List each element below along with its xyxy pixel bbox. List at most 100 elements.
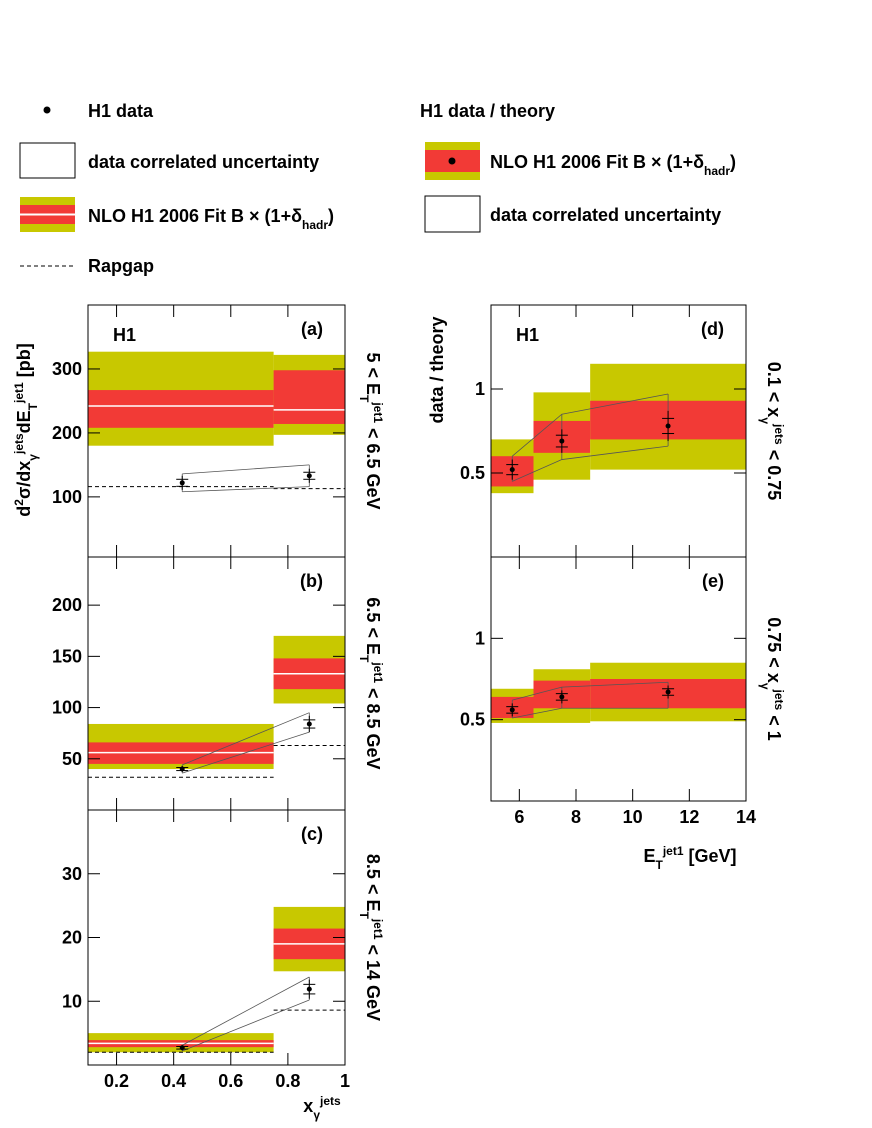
x-tick-label: 12 xyxy=(679,807,699,827)
data-point xyxy=(559,694,565,700)
text-part: jets xyxy=(12,433,26,455)
text-part: < 14 GeV xyxy=(363,940,383,1022)
panel: 0.5 1 6 8 10 12 14 (e) 0.75 < xγjets < 1 ETjet1 [… xyxy=(460,556,786,872)
text-part: [pb] xyxy=(14,343,34,382)
range-label: 0.1 < xγjets < 0.75 xyxy=(758,362,786,500)
text-part: jets xyxy=(772,689,786,711)
y-tick-label: 200 xyxy=(52,423,82,443)
text-part: 8.5 < E xyxy=(363,854,383,912)
data-point xyxy=(665,689,671,695)
corr-line xyxy=(182,464,310,475)
panel-label: (c) xyxy=(301,824,323,844)
text-part: jet1 xyxy=(12,382,26,404)
legend-box xyxy=(19,142,76,179)
data-point xyxy=(179,480,185,486)
y-axis-title: d2σ/dxγjetsdETjet1 [pb] xyxy=(12,343,40,516)
data-point xyxy=(509,467,515,473)
legend-dot xyxy=(43,106,51,114)
range-label: 5 < ETjet1 < 6.5 GeV xyxy=(357,352,385,509)
text-part: T xyxy=(357,655,371,663)
x-tick-label: 0.2 xyxy=(104,1071,129,1091)
corr-line xyxy=(182,976,310,1046)
panel: 10 20 30 0.2 0.4 0.6 0.8 1 (c) 8.5 < ETjet1 < 14 … xyxy=(62,809,385,1122)
text-part: σ/dx xyxy=(14,461,34,499)
text-part: 5 < E xyxy=(363,352,383,395)
y-tick-label: 300 xyxy=(52,359,82,379)
y-tick-label: 1 xyxy=(475,379,485,399)
text-part: < 6.5 GeV xyxy=(363,423,383,510)
legend-label: NLO H1 2006 Fit B × (1+δhadr) xyxy=(490,152,736,178)
text-part: δ xyxy=(291,206,302,226)
text-part: T xyxy=(655,858,663,872)
legend-label: H1 data xyxy=(88,101,154,121)
y-tick-label: 100 xyxy=(52,487,82,507)
corr-line xyxy=(182,999,310,1052)
text-part: < 0.75 xyxy=(764,445,784,501)
inner-band xyxy=(273,370,345,424)
x-tick-label: 1 xyxy=(340,1071,350,1091)
text-part: data / theory xyxy=(427,316,447,423)
text-part: γ xyxy=(758,683,772,690)
panel-label: (a) xyxy=(301,319,323,339)
text-part: dE xyxy=(14,410,34,433)
text-part: hadr xyxy=(302,218,328,232)
text-part: 0.75 < x xyxy=(764,617,784,683)
corr-line xyxy=(182,486,310,493)
text-part: jets xyxy=(772,423,786,445)
legend-title: H1 data / theory xyxy=(420,101,555,121)
text-part: T xyxy=(26,402,40,410)
experiment-label: H1 xyxy=(516,325,539,345)
text-part: E xyxy=(643,846,655,866)
data-point xyxy=(179,1045,185,1051)
corr-line xyxy=(182,712,310,766)
text-part: × (1+ xyxy=(646,152,693,172)
range-label: 6.5 < ETjet1 < 8.5 GeV xyxy=(357,597,385,769)
legend-label: data correlated uncertainty xyxy=(88,152,319,172)
text-part: T xyxy=(357,395,371,403)
legend-label: Rapgap xyxy=(88,256,154,276)
data-point xyxy=(306,473,312,479)
x-axis-title: ETjet1 [GeV] xyxy=(643,844,736,872)
data-point xyxy=(509,707,515,713)
text-part: 2 xyxy=(12,499,26,506)
panel-label: (b) xyxy=(300,571,323,591)
text-part: NLO H1 2006 Fit B xyxy=(88,206,244,226)
data-point xyxy=(306,721,312,727)
text-part: jet1 xyxy=(371,661,385,683)
y-tick-label: 150 xyxy=(52,646,82,666)
text-part: < 1 xyxy=(764,710,784,741)
text-part: jet1 xyxy=(371,401,385,423)
text-part: 6.5 < E xyxy=(363,597,383,655)
corr-line xyxy=(512,681,669,701)
text-part: [GeV] xyxy=(684,846,737,866)
text-part: jet1 xyxy=(662,844,684,858)
x-tick-label: 14 xyxy=(736,807,756,827)
text-part: < 8.5 GeV xyxy=(363,683,383,770)
data-point xyxy=(306,986,312,992)
x-axis-title: xγjets xyxy=(303,1094,341,1122)
y-tick-label: 100 xyxy=(52,698,82,718)
y-tick-label: 10 xyxy=(62,991,82,1011)
text-part: hadr xyxy=(704,164,730,178)
range-label: 0.75 < xγjets < 1 xyxy=(758,617,786,740)
experiment-label: H1 xyxy=(113,325,136,345)
panel-label: (e) xyxy=(702,571,724,591)
legend-label: data correlated uncertainty xyxy=(490,205,721,225)
y-axis-title: data / theory xyxy=(427,316,447,423)
text-part: δ xyxy=(693,152,704,172)
text-part: x xyxy=(303,1096,313,1116)
panel-label: (d) xyxy=(701,319,724,339)
text-part: γ xyxy=(26,454,40,461)
text-part: NLO H1 2006 Fit B xyxy=(490,152,646,172)
text-part: ) xyxy=(730,152,736,172)
legend-label: NLO H1 2006 Fit B × (1+δhadr) xyxy=(88,206,334,232)
y-tick-label: 200 xyxy=(52,595,82,615)
inner-band xyxy=(88,390,274,428)
y-tick-label: 1 xyxy=(475,628,485,648)
text-part: T xyxy=(357,911,371,919)
y-tick-label: 0.5 xyxy=(460,463,485,483)
panel: 50 100 150 200 (b) 6.5 < ETjet1 < 8.5 GeV xyxy=(52,556,385,811)
legend-box xyxy=(424,195,481,233)
text-part: ) xyxy=(328,206,334,226)
